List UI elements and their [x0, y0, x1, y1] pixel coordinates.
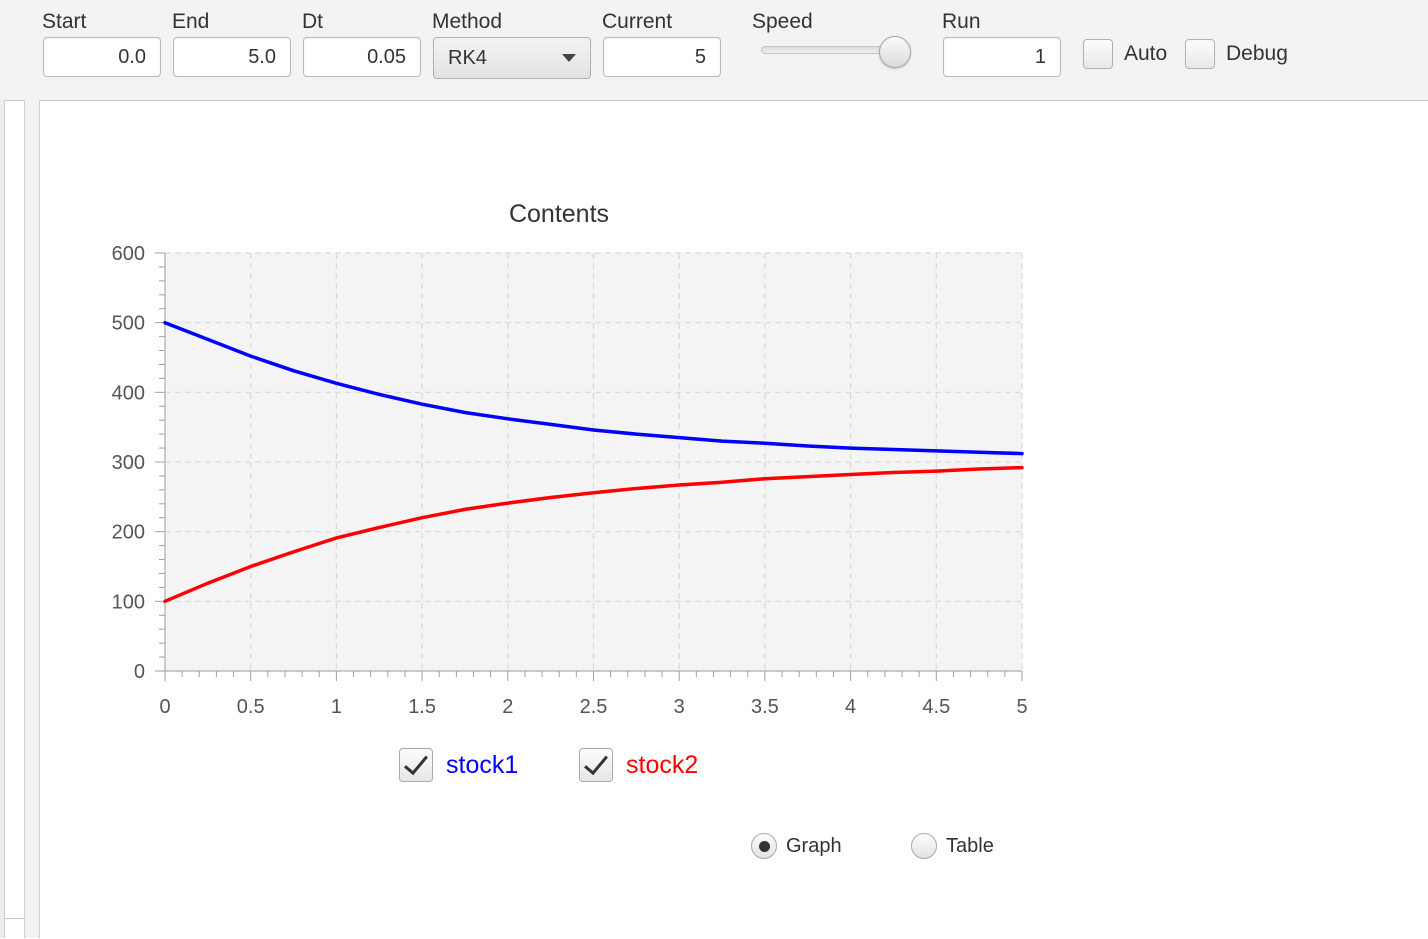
method-label: Method [432, 10, 503, 33]
auto-label: Auto [1124, 42, 1168, 65]
series-line-stock2 [163, 465, 1024, 604]
run-label: Run [942, 10, 981, 33]
current-input[interactable] [603, 37, 721, 77]
chart-title: Contents [508, 200, 610, 228]
y-tick-label: 0 [134, 661, 145, 683]
graph-radio[interactable] [751, 833, 777, 859]
stock2-legend-label: stock2 [626, 751, 699, 779]
check-icon [584, 749, 608, 776]
debug-checkbox[interactable] [1185, 39, 1215, 69]
table-radio[interactable] [911, 833, 937, 859]
stock1-checkbox[interactable] [399, 748, 433, 782]
y-tick-label: 500 [112, 313, 145, 335]
y-tick-label: 600 [112, 243, 145, 265]
radio-selected-dot [759, 841, 770, 852]
start-input[interactable] [43, 37, 161, 77]
stock1-legend-label: stock1 [446, 751, 519, 779]
x-tick-label: 0 [159, 696, 170, 718]
dt-label: Dt [302, 10, 323, 33]
x-tick-label: 3.5 [751, 696, 779, 718]
x-tick-label: 1 [331, 696, 342, 718]
x-tick-label: 2.5 [580, 696, 608, 718]
splitter-handle[interactable] [24, 100, 40, 938]
x-tick-label: 4.5 [922, 696, 950, 718]
left-border [0, 100, 5, 938]
x-tick-label: 5 [1016, 696, 1027, 718]
speed-label: Speed [752, 10, 813, 33]
auto-checkbox[interactable] [1083, 39, 1113, 69]
x-tick-label: 2 [502, 696, 513, 718]
method-selected-value: RK4 [448, 47, 487, 69]
end-label: End [172, 10, 210, 33]
chevron-down-icon [562, 54, 576, 62]
stock2-checkbox[interactable] [579, 748, 613, 782]
current-label: Current [602, 10, 673, 33]
toolbar: Start End Dt Method RK4 Current Speed Ru… [0, 0, 1428, 101]
x-tick-label: 1.5 [408, 696, 436, 718]
y-tick-label: 200 [112, 522, 145, 544]
method-select[interactable]: RK4 [433, 37, 591, 79]
x-tick-label: 0.5 [237, 696, 265, 718]
y-tick-label: 300 [112, 452, 145, 474]
table-radio-label: Table [946, 835, 994, 857]
run-input[interactable] [943, 37, 1061, 77]
speed-slider-thumb[interactable] [879, 36, 911, 68]
check-icon [404, 749, 428, 776]
y-tick-label: 400 [112, 382, 145, 404]
dt-input[interactable] [303, 37, 421, 77]
debug-label: Debug [1226, 42, 1288, 65]
series-line-stock1 [163, 320, 1024, 456]
x-tick-label: 3 [674, 696, 685, 718]
y-tick-label: 100 [112, 591, 145, 613]
splitter-corner [4, 918, 24, 939]
x-tick-label: 4 [845, 696, 856, 718]
end-input[interactable] [173, 37, 291, 77]
start-label: Start [42, 10, 87, 33]
graph-radio-label: Graph [786, 835, 842, 857]
